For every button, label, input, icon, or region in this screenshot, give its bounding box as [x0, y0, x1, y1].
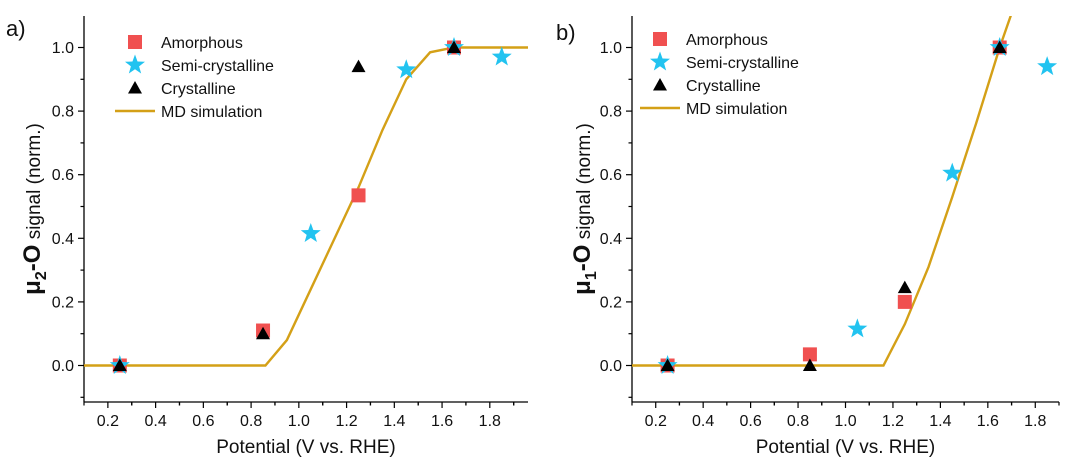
panel-a-semi-crystalline-point	[491, 46, 512, 66]
panel-b-legend-label: MD simulation	[686, 101, 787, 118]
panel-a-legend-label: Amorphous	[161, 35, 243, 52]
panel-b-crystalline-point	[802, 358, 817, 371]
panel-b-x-tick-label: 0.8	[787, 413, 809, 430]
panel-a-y-tick-label: 0.8	[52, 104, 74, 121]
panel-b-semi-crystalline-point	[1037, 56, 1058, 76]
panel-a-amorphous-point	[351, 188, 366, 203]
panel-a-x-tick-label: 0.4	[144, 413, 166, 430]
panel-a-crystalline-point	[351, 59, 366, 73]
panel-b-x-tick-label: 1.6	[977, 413, 999, 430]
panel-b-y-tick-label: 0.0	[600, 358, 622, 375]
panel-b-semi-crystalline-point	[942, 162, 963, 182]
panel-b-y-axis-label: μ1-O signal (norm.)	[569, 123, 600, 295]
panel-a-x-tick-label: 1.4	[383, 413, 405, 430]
panel-a-legend-swatch	[128, 81, 142, 94]
panel-a-legend-label: Semi-crystalline	[161, 58, 274, 75]
panel-b-x-tick-label: 1.4	[929, 413, 951, 430]
panel-b-crystalline-point	[992, 40, 1007, 53]
panel-b-legend-label: Crystalline	[686, 78, 761, 95]
panel-a-legend-label: Crystalline	[161, 81, 236, 98]
panel-b-y-tick-label: 1.0	[600, 40, 622, 57]
panel-a-x-tick-label: 1.6	[431, 413, 453, 430]
panel-b-amorphous-point	[802, 347, 817, 362]
panel-b-amorphous-point	[897, 294, 912, 309]
panel-a-x-axis-label: Potential (V vs. RHE)	[216, 437, 396, 458]
panel-a-label: a)	[6, 16, 26, 41]
panel-b-semi-crystalline-point	[847, 318, 868, 338]
panel-b-crystalline-point	[660, 358, 675, 371]
panel-a-crystalline-point	[112, 358, 127, 371]
panel-a-crystalline-point	[256, 326, 271, 340]
panel-b-y-tick-label: 0.8	[600, 104, 622, 121]
panel-b-legend-label: Amorphous	[686, 32, 768, 49]
panel-b-x-tick-label: 0.2	[645, 413, 667, 430]
panel-a-y-tick-label: 0.4	[52, 231, 74, 248]
panel-a-semi-crystalline-point	[396, 59, 417, 79]
panel-b-y-tick-label: 0.4	[600, 231, 622, 248]
panel-b-x-tick-label: 1.0	[834, 413, 856, 430]
panel-a-legend-swatch	[128, 35, 142, 49]
panel-a-crystalline-point	[447, 40, 461, 53]
panel-b-md-simulation-line	[632, 16, 1012, 367]
panel-b-legend-swatch	[653, 78, 667, 91]
panel-b-y-tick-label: 0.6	[600, 167, 622, 184]
panel-a-legend-swatch	[125, 54, 145, 74]
panel-a-x-tick-label: 0.6	[192, 413, 214, 430]
panel-b-crystalline-point	[897, 280, 912, 294]
panel-a-y-tick-label: 0.2	[52, 294, 74, 311]
chart-panel-a: 0.2 0.4 0.6 0.8 1.0 1.2 1.4 1.6 1.8 0.0 0.2 0.4 0.6 0…	[6, 16, 528, 458]
panel-a-y-tick-label: 0.6	[52, 167, 74, 184]
panel-a-semi-crystalline-point	[300, 223, 321, 243]
panel-a-y-tick-label: 1.0	[52, 40, 74, 57]
panel-b-plot-area	[632, 16, 1058, 374]
panel-a-y-axis-label: μ2-O signal (norm.)	[19, 123, 50, 295]
panel-a-legend-label: MD simulation	[161, 104, 262, 121]
panel-a-y-tick-label: 0.0	[52, 358, 74, 375]
panel-a-x-tick-label: 0.2	[97, 413, 119, 430]
panel-b-x-tick-label: 1.2	[882, 413, 904, 430]
panel-b-label: b)	[556, 20, 576, 45]
panel-b-y-tick-label: 0.2	[600, 294, 622, 311]
panel-b-legend: Amorphous Semi-crystalline Crystalline MD s…	[640, 32, 799, 118]
chart-panel-b: 0.2 0.4 0.6 0.8 1.0 1.2 1.4 1.6 1.8 0.0 0.2 0.4 0.6 0…	[556, 16, 1060, 458]
panel-a-x-tick-label: 1.0	[288, 413, 310, 430]
panel-a-legend: Amorphous Semi-crystalline Crystalline MD s…	[115, 35, 274, 121]
panel-a-x-tick-label: 1.8	[479, 413, 501, 430]
panel-b-legend-swatch	[653, 32, 667, 46]
panel-a-x-tick-label: 0.8	[240, 413, 262, 430]
panel-a-md-simulation-line	[84, 46, 528, 367]
panel-b-x-tick-label: 1.8	[1024, 413, 1046, 430]
panel-b-x-tick-label: 0.6	[739, 413, 761, 430]
panel-b-x-axis-label: Potential (V vs. RHE)	[756, 437, 936, 458]
panel-b-legend-label: Semi-crystalline	[686, 55, 799, 72]
panel-b-x-tick-label: 0.4	[692, 413, 714, 430]
panel-b-legend-swatch	[650, 51, 670, 71]
panel-a-x-tick-label: 1.2	[335, 413, 357, 430]
panel-a-plot-area	[84, 37, 528, 374]
